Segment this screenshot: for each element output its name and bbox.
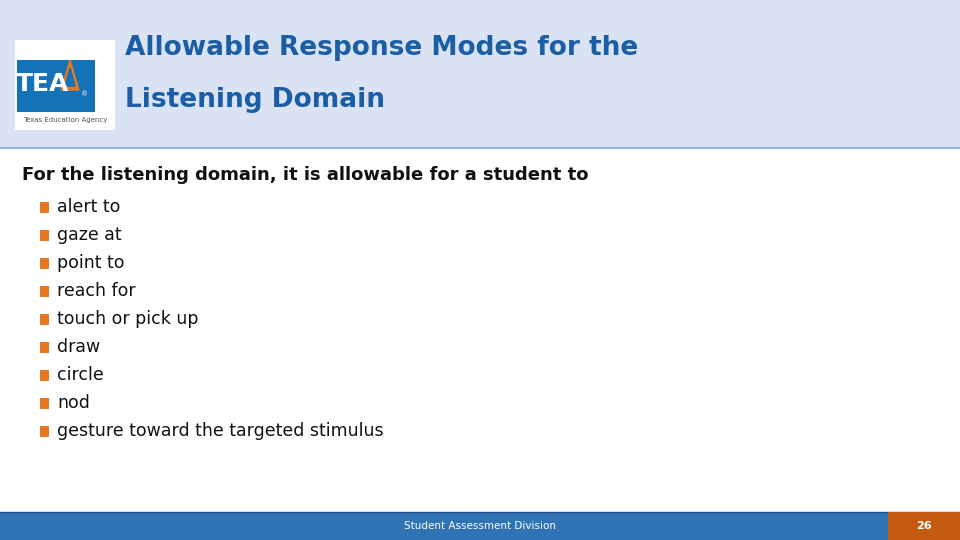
Bar [40,426,49,437]
Text: reach for: reach for [57,282,135,300]
Text: point to: point to [57,254,125,272]
Bar [0,0,960,148]
Text: gesture toward the targeted stimulus: gesture toward the targeted stimulus [57,422,384,440]
Polygon shape [65,68,75,86]
Text: Student Assessment Division: Student Assessment Division [404,521,556,531]
Text: For the listening domain, it is allowable for a student to: For the listening domain, it is allowabl… [22,166,588,184]
Bar [40,202,49,213]
Bar [40,370,49,381]
Bar [17,60,95,112]
Bar [0,512,960,540]
Text: ®: ® [82,91,88,97]
Bar [40,342,49,353]
Text: circle: circle [57,366,104,384]
Text: nod: nod [57,394,90,412]
Text: 26: 26 [916,521,932,531]
Text: TEA: TEA [16,72,70,96]
Bar [40,398,49,409]
Polygon shape [61,60,79,90]
Bar [40,258,49,269]
Text: touch or pick up: touch or pick up [57,310,199,328]
Text: Allowable Response Modes for the: Allowable Response Modes for the [125,35,638,61]
Bar [40,230,49,241]
Bar [15,40,115,130]
Text: alert to: alert to [57,198,120,216]
Text: gaze at: gaze at [57,226,122,244]
Bar [40,314,49,325]
Text: Listening Domain: Listening Domain [125,87,385,113]
Bar [40,286,49,297]
Text: draw: draw [57,338,100,356]
Text: Texas Education Agency: Texas Education Agency [23,117,108,123]
Bar [888,512,960,540]
